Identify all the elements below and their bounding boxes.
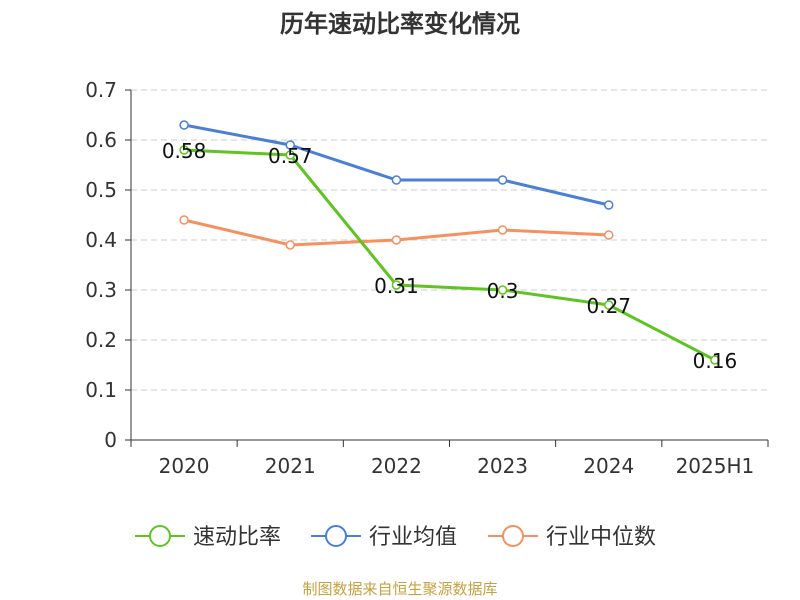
legend-label: 行业中位数 (546, 525, 656, 550)
data-label: 0.58 (162, 139, 207, 163)
y-tick-label: 0.7 (85, 78, 117, 102)
chart-title: 历年速动比率变化情况 (280, 10, 520, 38)
data-label: 0.3 (487, 279, 519, 303)
x-tick-label: 2022 (371, 454, 422, 478)
data-point (604, 200, 614, 210)
data-point (285, 240, 295, 250)
y-tick-label: 0.5 (85, 178, 117, 202)
data-point (497, 225, 508, 235)
data-point (285, 140, 295, 150)
x-tick-label: 2020 (159, 454, 210, 478)
data-point (604, 300, 614, 310)
data-point (497, 175, 508, 185)
y-tick-label: 0.2 (85, 328, 117, 352)
data-point (391, 175, 402, 185)
x-tick-label: 2021 (265, 454, 316, 478)
y-tick-label: 0.3 (85, 278, 117, 302)
data-label: 0.16 (693, 349, 738, 373)
data-point (179, 215, 189, 225)
data-label: 0.27 (586, 294, 631, 318)
legend-marker (502, 525, 524, 547)
y-tick-label: 0 (104, 428, 117, 452)
series-line (183, 123, 610, 207)
data-point (604, 230, 614, 240)
y-tick-label: 0.4 (85, 228, 117, 252)
data-point (391, 280, 402, 290)
data-point (179, 120, 189, 130)
x-tick-label: 2025H1 (676, 454, 755, 478)
legend-marker (149, 525, 171, 547)
y-tick-label: 0.1 (85, 378, 117, 402)
x-tick-label: 2024 (583, 454, 634, 478)
data-point (391, 235, 402, 245)
data-point (497, 285, 508, 295)
data-point (285, 150, 295, 160)
legend-marker (325, 525, 347, 547)
legend-label: 行业均值 (369, 525, 457, 550)
data-point (710, 355, 720, 365)
data-label: 0.57 (268, 144, 313, 168)
legend-label: 速动比率 (193, 525, 281, 550)
source-note: 制图数据来自恒生聚源数据库 (302, 580, 498, 598)
x-tick-label: 2023 (477, 454, 528, 478)
y-tick-label: 0.6 (85, 128, 117, 152)
data-label: 0.31 (374, 274, 419, 298)
data-point (179, 145, 189, 155)
series-line (184, 148, 716, 362)
